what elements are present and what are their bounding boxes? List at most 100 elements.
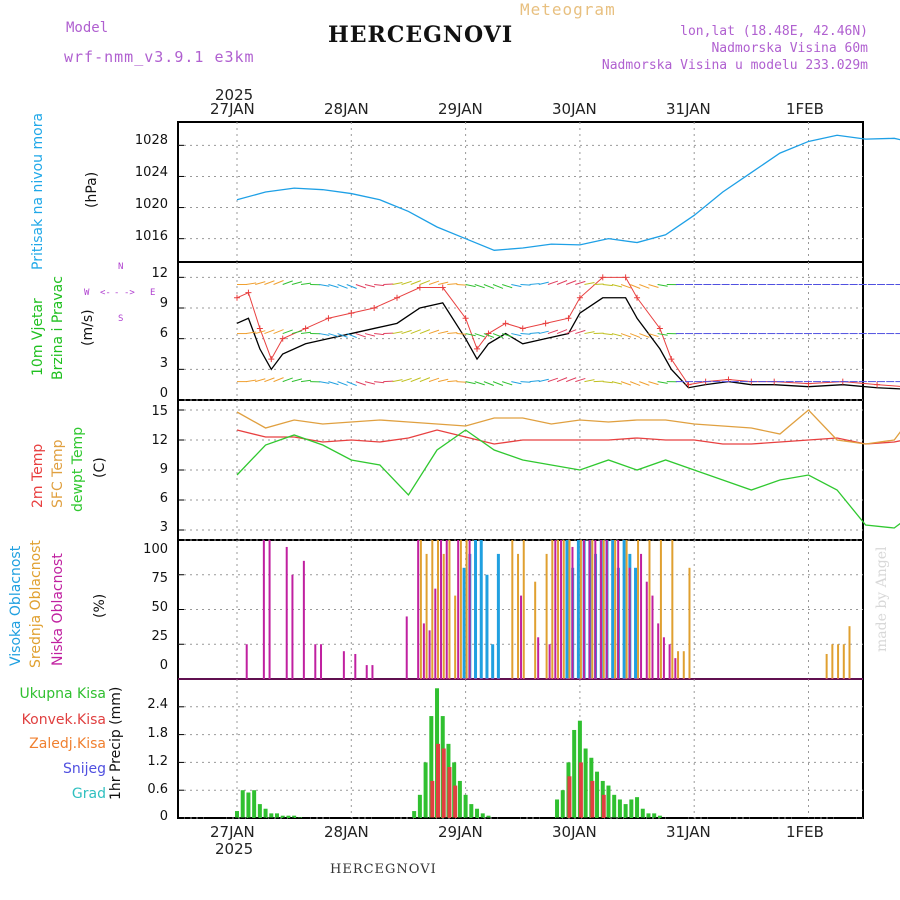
p3-tick-3: 6 [159,491,168,506]
legend-total: Ukupna Kisa [19,686,106,702]
p5-tick-0: 2.4 [147,697,168,712]
wind-arrow-0-288 [566,377,577,383]
precip-bar-0-31 [583,748,588,818]
cloud-bar-1-0 [419,540,422,679]
cloud-bar-0-7 [565,540,569,679]
wind-arrow-0-120 [374,381,385,384]
gust-marker-1 [245,289,252,296]
legend-conv: Konvek.Kisa [21,712,106,728]
compass-left: <- [100,288,111,298]
top-date-1: 28JAN [324,100,369,118]
cloud-bar-2-15 [428,630,431,679]
cloud-bar-1-25 [659,540,662,679]
wind-arrow-2-208 [474,284,485,289]
cloud-bar-1-7 [459,540,462,679]
precip-bar-1-3 [447,767,452,818]
gust-marker-2 [256,325,263,332]
precip-bar-1-0 [430,780,435,818]
wind-arrow-2-48 [291,281,302,285]
precip-bar-1-6 [578,762,583,818]
cloud-bar-1-28 [682,651,685,679]
elevation: Nadmorska Visina 60m [711,41,868,56]
cloud-bar-0-0 [462,567,466,679]
top-date-3: 30JAN [552,100,597,118]
gust-marker-8 [371,305,378,311]
wind-arrow-2-336 [620,284,632,289]
cloud-bar-1-21 [614,540,617,679]
cloud-bar-2-40 [674,658,677,679]
precip-bar-0-22 [469,804,474,818]
model-elevation: Nadmorska Visina u modelu 233.029m [601,58,868,73]
cloud-bar-2-36 [651,595,654,679]
cloud-bar-1-24 [648,540,651,679]
wind-arrow-2-160 [419,280,431,285]
precip-bar-0-36 [612,794,617,818]
gust-marker-0 [234,294,240,301]
lonlat: lon,lat (18.48E, 42.46N) [680,24,868,39]
precip-bar-0-2 [246,792,251,818]
cloud-bar-1-3 [437,540,440,679]
wind-arrow-2-144 [401,280,412,285]
wind-arrow-1-80 [328,333,339,338]
wind-arrow-2-224 [492,284,504,289]
wind-arrow-0-272 [547,377,559,383]
wind-arrow-0-360 [648,381,659,386]
cloud-bar-1-33 [842,644,845,679]
wind-arrow-0-16 [255,378,266,383]
wind-arrow-2-136 [392,282,403,285]
wind-arrow-1-344 [630,333,641,339]
cloud-bar-2-23 [548,644,551,679]
wind-arrow-2-344 [630,284,641,289]
wind-arrow-2-16 [255,281,266,285]
cloud-bar-1-34 [848,626,851,679]
precip-bar-0-1 [240,790,245,818]
cloud-bar-1-13 [545,553,548,679]
panel-frame-4 [177,678,864,819]
wind-arrow-2-176 [438,281,449,285]
p4-tick-2: 50 [151,600,168,615]
p3-tick-1: 12 [151,433,168,448]
cloud-bar-1-32 [837,644,840,679]
wind-arrow-0-56 [300,379,312,383]
gust-marker-10 [416,284,423,291]
precip-bar-0-25 [486,815,491,818]
precip-bar-0-12 [412,811,417,818]
p1-tick-2: 1020 [134,197,168,212]
cloud-bar-2-11 [371,665,374,679]
wind-arrow-1-192 [456,333,467,335]
cloud-bar-2-28 [588,540,591,679]
compass-dash: - [114,288,120,298]
cloud-bar-2-7 [320,644,323,679]
gust-marker-32 [874,381,881,388]
precip-bar-0-9 [286,815,291,818]
cloud-bar-2-37 [657,623,660,679]
wind-arrow-2-368 [657,283,668,287]
p1-tick-3: 1016 [134,229,168,244]
cloud-bar-2-21 [520,595,523,679]
wind-arrow-2-360 [648,284,659,288]
wind-arrow-2-88 [337,284,348,289]
wind-arrow-0-224 [492,381,504,386]
pressure-line [236,134,900,251]
wind-arrow-0-200 [465,381,476,385]
wind-arrow-2-304 [584,282,595,285]
cloud-bar-1-29 [688,567,691,679]
cloud-bar-2-14 [422,623,425,679]
wind-arrow-1-280 [556,329,568,335]
cloud-bar-1-12 [534,581,537,679]
cloud-bar-2-35 [645,581,648,679]
cloud-bar-2-3 [285,546,288,679]
precip-bar-0-38 [623,804,628,818]
p3-tick-4: 3 [159,520,168,535]
gust-marker-7 [348,310,355,317]
precip-bar-1-1 [436,743,441,818]
cloud-bar-1-9 [511,540,514,679]
precip-bar-0-29 [572,729,577,818]
cloud-bar-1-5 [448,540,451,679]
precip-bar-1-7 [590,780,595,818]
precip-bar-0-14 [423,762,428,818]
compass-n: N [118,262,124,272]
cloud-bar-2-22 [537,637,540,679]
cloud-bar-2-25 [560,540,563,679]
wind-arrow-0-304 [584,379,595,383]
